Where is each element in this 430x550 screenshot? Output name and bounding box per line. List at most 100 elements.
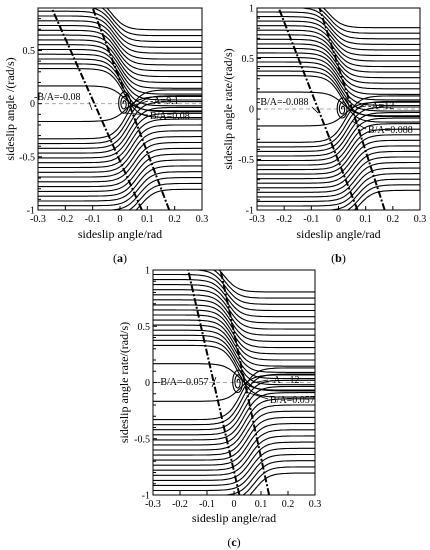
- annotation-arrow: [311, 106, 319, 114]
- spiral-curve: [336, 97, 350, 119]
- y-tick-label: -1: [142, 491, 150, 502]
- annotation-arrow: [251, 379, 269, 384]
- trajectory-curve: [153, 363, 315, 391]
- panel-label: (b): [331, 251, 346, 265]
- trajectory-curve: [38, 130, 202, 173]
- x-tick-label: -0.3: [30, 214, 46, 225]
- panel-label: (a): [113, 251, 127, 265]
- trajectory-curve: [153, 453, 315, 492]
- x-tick-label: -0.2: [57, 214, 73, 225]
- annotation-arrow: [125, 100, 149, 109]
- trajectory-curve: [257, 128, 420, 171]
- trajectory-curve: [38, 24, 202, 66]
- y-tick-label: -0.5: [19, 152, 35, 163]
- trajectory-curve: [153, 429, 315, 471]
- trajectory-curve: [38, 136, 202, 178]
- trajectory-curve: [257, 25, 420, 62]
- trajectory-curve: [153, 324, 315, 373]
- annotation-arrow: [355, 105, 367, 109]
- x-tick-label: -0.1: [303, 214, 319, 225]
- annotation-arrow: [245, 391, 269, 400]
- trajectory-curve: [242, 466, 315, 495]
- right-switching-line: [219, 270, 271, 495]
- x-tick-label: -0.1: [85, 214, 101, 225]
- right-switching-line: [318, 8, 386, 210]
- trajectory-curve: [38, 153, 202, 192]
- trajectory-curve: [153, 404, 315, 451]
- trajectory-curve: [257, 56, 420, 101]
- chart-panel-2: -0.3 -0.2 -0.1 0 0.1 0.2 0.3 -1 -0.5 0 0.5 1 sidesli…: [221, 4, 426, 266]
- trajectory-curve: [257, 91, 420, 117]
- x-tick-label: 0.1: [255, 499, 268, 510]
- y-tick-label: 0: [249, 105, 254, 116]
- y-axis-label: sideslip angle /(rad/s): [3, 57, 17, 160]
- annotation-arrow: [211, 376, 217, 388]
- annotation-right-line-2: B/A=0.08: [150, 111, 190, 122]
- trajectory-curve: [153, 279, 315, 318]
- y-tick-label: -0.5: [238, 155, 254, 166]
- y-axis-label: sideslip angle rate/(rad/s): [117, 322, 131, 443]
- y-tick-label: -0.5: [134, 434, 150, 445]
- trajectory-curve: [153, 273, 315, 312]
- trajectory-curves: [38, 8, 202, 210]
- x-tick-label: -0.1: [199, 499, 215, 510]
- x-tick-label: 0: [118, 214, 123, 225]
- trajectory-curve: [38, 68, 202, 119]
- trajectory-curve: [38, 29, 202, 72]
- trajectory-curve: [38, 15, 202, 54]
- trajectory-curve: [38, 89, 202, 140]
- trajectory-curve: [153, 373, 315, 426]
- annotation-arrow: [351, 120, 367, 130]
- trajectory-curve: [38, 44, 202, 89]
- trajectory-curve: [257, 167, 420, 202]
- annotation-arrow: [123, 112, 149, 116]
- trajectory-curve: [257, 95, 420, 143]
- right-switching-line: [91, 8, 171, 210]
- y-tick-label: 1: [145, 266, 150, 277]
- y-tick-label: 0.5: [23, 46, 36, 57]
- trajectory-curve: [153, 385, 315, 436]
- trajectory-curve: [38, 85, 202, 112]
- x-tick-label: 0.1: [359, 214, 372, 225]
- trajectory-curve: [257, 11, 420, 45]
- trajectory-curve: [257, 75, 420, 123]
- trajectory-curve: [153, 398, 315, 446]
- trajectory-curve: [153, 334, 315, 386]
- trajectory-curve: [38, 95, 202, 123]
- left-switching-line: [277, 8, 359, 210]
- annotation-right-line: -A=-12: [270, 375, 300, 386]
- trajectory-curve: [353, 189, 420, 210]
- trajectory-curve: [153, 329, 315, 380]
- trajectory-curve: [101, 8, 202, 37]
- y-tick-label: 0.5: [242, 54, 255, 65]
- x-tick-label: 0.2: [168, 214, 181, 225]
- chart-panel-3: -0.3 -0.2 -0.1 0 0.1 0.2 0.3 -1 -0.5 0 0.5 1 sidesli…: [117, 266, 321, 550]
- trajectory-curve: [257, 38, 420, 79]
- trajectory-curve: [153, 379, 315, 431]
- annotation-left-line: -B/A=-0.057: [157, 377, 208, 388]
- x-axis-label: sideslip angle/rad: [78, 227, 162, 241]
- annotation-left-line: -B/A=-0.08: [34, 92, 80, 103]
- trajectory-curve: [346, 184, 420, 210]
- trajectory-curves: [153, 270, 315, 495]
- x-tick-label: 0.2: [387, 214, 400, 225]
- trajectory-curve: [38, 147, 202, 188]
- trajectory-curve: [38, 141, 202, 183]
- trajectory-curve: [38, 53, 202, 101]
- trajectory-curve: [153, 344, 315, 398]
- x-tick-label: 0.1: [141, 214, 154, 225]
- trajectory-curve: [135, 188, 202, 210]
- trajectory-curve: [317, 8, 420, 34]
- trajectory-curve: [257, 20, 420, 57]
- trajectory-curve: [38, 112, 202, 159]
- trajectory-curve: [257, 161, 420, 198]
- left-switching-line: [187, 270, 241, 495]
- trajectory-curve: [38, 48, 202, 95]
- trajectory-curve: [38, 106, 202, 154]
- x-axis-label: sideslip angle/rad: [296, 227, 380, 241]
- trajectory-curve: [89, 8, 202, 43]
- trajectory-curve: [128, 182, 202, 210]
- trajectory-curve: [38, 118, 202, 164]
- trajectory-curve: [153, 392, 315, 441]
- trajectory-curve: [257, 70, 420, 118]
